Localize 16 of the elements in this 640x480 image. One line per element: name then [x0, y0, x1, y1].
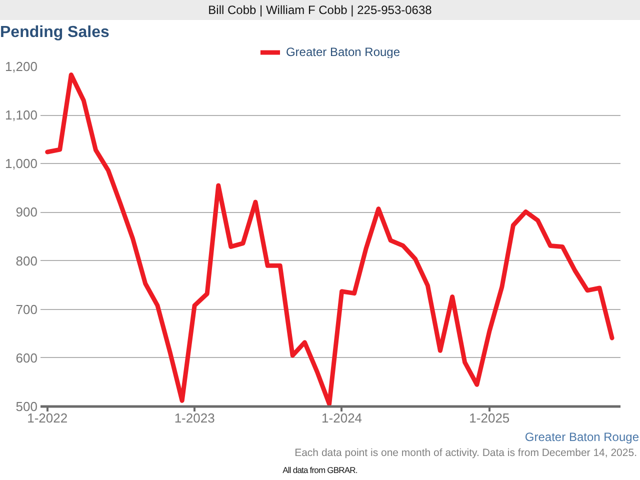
text: Each data point is one month of activity. Data is from December 14, 2025. [294, 446, 637, 461]
x-tick-label: 1-2025 [469, 410, 510, 426]
y-tick-label: 700 [16, 302, 38, 317]
y-tick-label: 1,200 [4, 59, 38, 74]
y-tick-label: 800 [16, 253, 38, 268]
chart-title: Pending Sales [0, 23, 110, 43]
y-tick-label: 1,000 [4, 156, 38, 172]
text: All data from GBRAR. [282, 464, 358, 477]
text: Bill Cobb | William F Cobb | 225-953-0638 [208, 2, 432, 19]
y-tick-label: 1,100 [4, 108, 38, 123]
text: Greater Baton Rouge [524, 430, 639, 445]
x-tick-label: 1-2024 [322, 410, 362, 426]
x-tick-label: 1-2023 [174, 410, 215, 426]
y-tick-label: 900 [16, 204, 38, 220]
line-series [45, 72, 614, 406]
y-tick-label: 600 [16, 350, 38, 366]
